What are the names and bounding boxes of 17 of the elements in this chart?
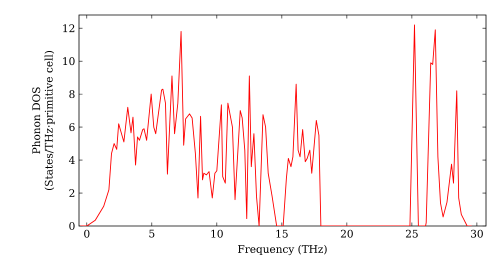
x-tick-label: 25 — [406, 230, 418, 238]
line-series — [80, 24, 472, 226]
x-tick-label: 20 — [340, 230, 353, 238]
y-tick-label: 4 — [68, 156, 75, 164]
y-tick-label: 6 — [69, 123, 75, 132]
y-axis-title: Phonon DOS (States/THz·primitive cell) — [32, 50, 55, 190]
x-tick-label: 15 — [276, 230, 288, 238]
y-tick-label: 2 — [69, 189, 74, 197]
x-tick-label: 0 — [84, 230, 90, 238]
y-tick-label: 0 — [69, 222, 75, 230]
x-tick-label: 30 — [471, 230, 483, 238]
x-tick-label: 5 — [149, 230, 154, 238]
y-tick-label: 8 — [69, 90, 75, 98]
y-tick-label: 12 — [63, 24, 74, 32]
y-tick-label: 10 — [63, 57, 75, 66]
x-tick-label: 10 — [211, 230, 223, 238]
x-axis-title: Frequency (THz) — [238, 244, 327, 256]
